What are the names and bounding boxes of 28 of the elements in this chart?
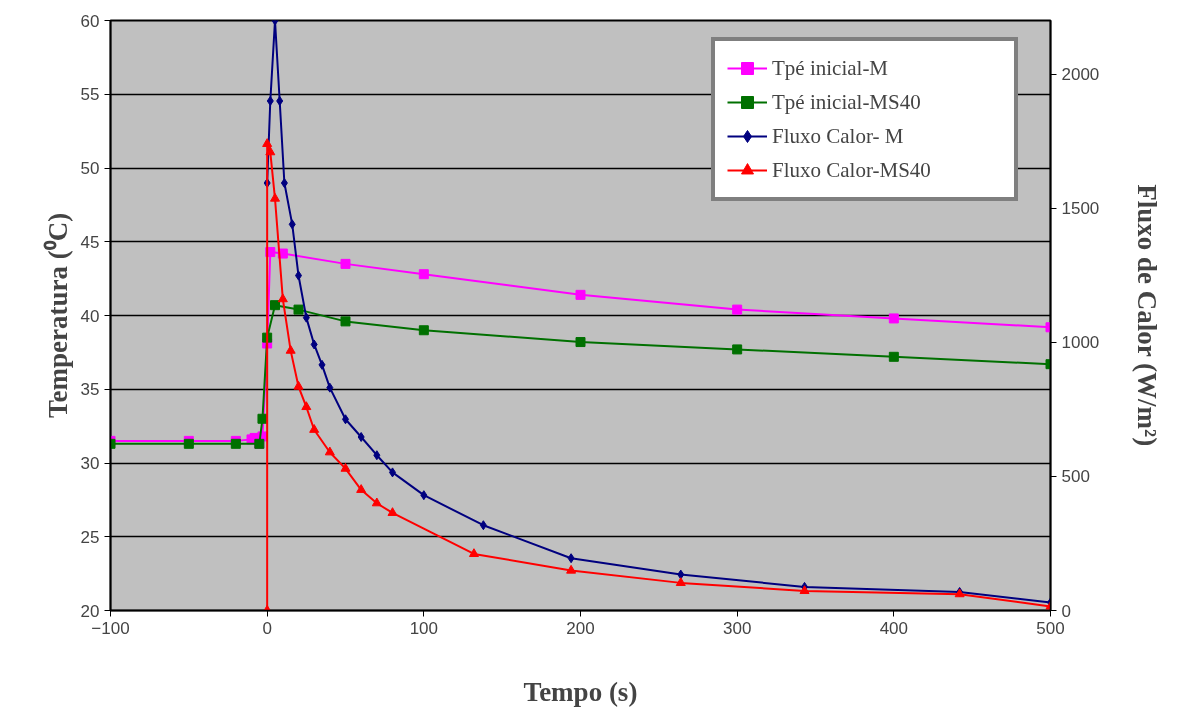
x-axis-title: Tempo (s)	[523, 676, 638, 707]
x-tick-label: 400	[879, 618, 909, 638]
y2-tick-label: 500	[1061, 467, 1090, 487]
y-tick-label: 30	[80, 454, 100, 473]
x-tick-label: 200	[566, 618, 595, 638]
x-tick-label: 300	[722, 618, 752, 638]
legend-label: Tpé inicial-M	[772, 54, 890, 82]
legend-label: Tpé inicial-MS40	[772, 88, 922, 116]
y2-tick-label: 1500	[1061, 199, 1100, 219]
y2-tick-label: 0	[1061, 601, 1071, 621]
x-tick-label: 500	[1036, 618, 1065, 638]
legend-label: Fluxo Calor- M	[772, 122, 905, 150]
y2-axis-title: Fluxo de Calor (W/m²)	[1132, 184, 1163, 447]
y-axis-title: Temperatura (⁰C)	[42, 212, 73, 419]
y-tick-label: 35	[80, 380, 100, 400]
y-tick-label: 40	[80, 306, 100, 326]
y-tick-label: 45	[80, 232, 100, 252]
y-tick-label: 50	[80, 159, 100, 178]
x-tick-label: −100	[91, 618, 130, 638]
y2-tick-label: 1000	[1061, 333, 1100, 353]
x-tick-label: 0	[262, 618, 272, 638]
legend-label: Fluxo Calor-MS40	[772, 156, 932, 184]
y-tick-label: 20	[80, 601, 100, 621]
y-tick-label: 55	[80, 85, 100, 105]
y-tick-label: 60	[80, 11, 100, 31]
x-tick-label: 100	[409, 618, 439, 638]
y-tick-label: 25	[80, 527, 100, 547]
y2-tick-label: 2000	[1061, 65, 1100, 85]
